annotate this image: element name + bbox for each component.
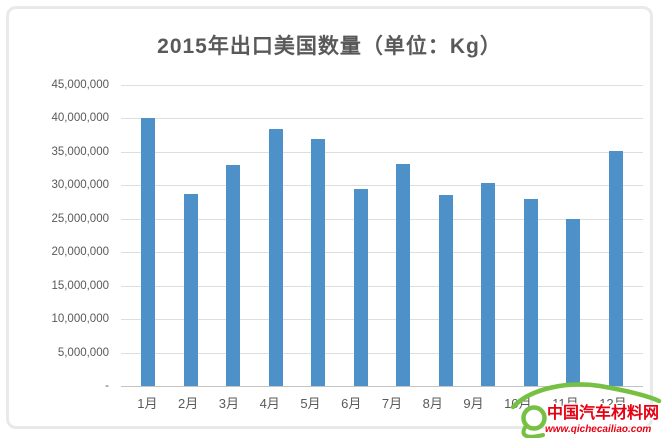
gridline: [121, 185, 643, 187]
y-tick-label: 35,000,000: [51, 145, 109, 158]
watermark-site-url: www.qichecailiao.com: [545, 424, 651, 435]
bar-9月: [481, 183, 496, 386]
bar-5月: [311, 138, 326, 386]
x-tick-label-4月: 4月: [259, 396, 280, 411]
bar-2月: [183, 194, 198, 386]
x-tick-label-6月: 6月: [341, 396, 362, 411]
y-tick-label: 45,000,000: [51, 79, 109, 91]
gridline: [121, 319, 643, 321]
bar-8月: [438, 194, 453, 386]
y-tick-label: 40,000,000: [51, 112, 109, 125]
watermark-q-tail: [521, 424, 545, 438]
bars-container: [127, 85, 637, 386]
gridline: [121, 352, 643, 354]
y-tick-label: 20,000,000: [51, 246, 109, 259]
y-tick-label: 10,000,000: [51, 313, 109, 326]
gridline: [121, 285, 643, 287]
bar-7月: [396, 163, 411, 386]
watermark-q-ring: [521, 405, 547, 431]
x-axis-labels: 1月 2月 3月 4月 5月 6月 7月 8月 9月 10月 11月 12月: [127, 393, 637, 412]
site-watermark-logo: 中国汽车材料网 www.qichecailiao.com: [510, 382, 662, 438]
x-tick-label-5月: 5月: [300, 396, 321, 411]
y-tick-label: 5,000,000: [57, 346, 109, 359]
gridline: [121, 252, 643, 254]
watermark-car-roof-arc: [510, 382, 662, 410]
x-tick-label-1月: 1月: [137, 396, 158, 411]
x-tick-label-3月: 3月: [218, 396, 240, 411]
gridline: [121, 151, 643, 153]
x-axis-line: [121, 386, 643, 387]
bar-10月: [523, 198, 538, 386]
plot-area: [121, 85, 643, 387]
x-tick-label-8月: 8月: [422, 396, 443, 411]
bar-1月: [141, 118, 156, 386]
bar-6月: [353, 188, 368, 386]
gridline: [121, 118, 643, 120]
chart-card: 2015年出口美国数量（单位：Kg） 45,000,000 40,000,000 3…: [6, 6, 653, 429]
y-axis-labels: 45,000,000 40,000,000 35,000,000 30,000,000…: [9, 79, 109, 392]
x-tick-label-7月: 7月: [381, 396, 403, 411]
gridline: [121, 218, 643, 220]
bar-3月: [226, 165, 241, 386]
x-tick-label-11月: 11月: [552, 396, 579, 411]
y-tick-label: 15,000,000: [51, 279, 109, 292]
y-tick-label: 25,000,000: [51, 212, 109, 225]
bar-11月: [566, 218, 581, 386]
gridline: [121, 85, 643, 86]
y-tick-label: -: [105, 380, 109, 392]
x-tick-label-9月: 9月: [463, 396, 484, 411]
chart-title: 2015年出口美国数量（单位：Kg）: [157, 35, 502, 58]
bar-4月: [268, 129, 283, 386]
y-tick-label: 30,000,000: [51, 179, 109, 192]
bar-12月: [608, 150, 623, 386]
watermark-site-name: 中国汽车材料网: [547, 403, 659, 422]
x-tick-label-12月: 12月: [599, 396, 627, 411]
x-tick-label-2月: 2月: [178, 396, 199, 411]
